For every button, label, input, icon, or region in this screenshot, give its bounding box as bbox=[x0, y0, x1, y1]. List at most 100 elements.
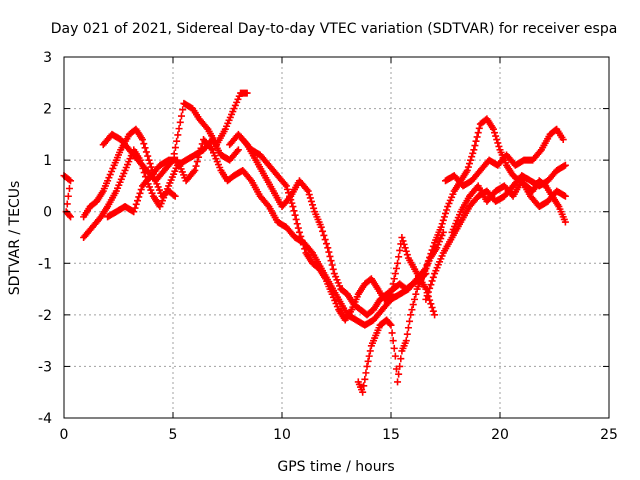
data-point bbox=[408, 306, 416, 314]
data-point bbox=[467, 156, 475, 164]
data-point bbox=[65, 185, 73, 193]
data-point bbox=[140, 140, 148, 148]
data-point bbox=[234, 146, 242, 154]
data-point bbox=[171, 192, 179, 200]
data-point bbox=[429, 273, 437, 281]
data-point bbox=[439, 216, 447, 224]
data-point bbox=[130, 208, 138, 216]
data-point bbox=[394, 378, 402, 386]
data-point bbox=[464, 163, 472, 171]
x-tick-label: 10 bbox=[273, 427, 291, 443]
data-point bbox=[494, 139, 502, 147]
data-point bbox=[388, 285, 396, 293]
data-point bbox=[404, 324, 412, 332]
y-tick-label: 0 bbox=[43, 205, 52, 221]
chart-title: Day 021 of 2021, Sidereal Day-to-day VTE… bbox=[51, 21, 618, 37]
y-axis-tick-labels: -4 -3 -2 -1 0 1 2 3 bbox=[38, 50, 52, 427]
data-point bbox=[489, 125, 497, 133]
data-point bbox=[409, 301, 417, 309]
data-point bbox=[179, 106, 187, 114]
data-point bbox=[285, 189, 293, 197]
series-trace-f bbox=[226, 130, 430, 319]
x-axis-label: GPS time / hours bbox=[277, 459, 394, 475]
data-point bbox=[177, 112, 185, 120]
data-point bbox=[389, 280, 397, 288]
data-point bbox=[286, 192, 294, 200]
data-point bbox=[319, 227, 327, 235]
data-point bbox=[491, 129, 499, 137]
data-point bbox=[191, 166, 199, 174]
data-point bbox=[138, 136, 146, 144]
y-tick-label: -1 bbox=[38, 256, 52, 272]
data-point bbox=[474, 129, 482, 137]
data-point bbox=[396, 362, 404, 370]
data-point bbox=[290, 207, 298, 215]
data-point bbox=[329, 265, 337, 273]
data-point bbox=[475, 124, 483, 132]
data-point bbox=[443, 206, 451, 214]
data-point bbox=[171, 144, 179, 152]
data-point bbox=[400, 240, 408, 248]
data-point bbox=[472, 137, 480, 145]
data-point bbox=[387, 290, 395, 298]
data-point bbox=[295, 228, 303, 236]
data-point bbox=[63, 200, 71, 208]
x-tick-label: 25 bbox=[600, 427, 618, 443]
data-point bbox=[197, 144, 205, 152]
data-point bbox=[386, 320, 394, 328]
data-point bbox=[327, 257, 335, 265]
data-point bbox=[402, 337, 410, 345]
data-point bbox=[175, 125, 183, 133]
data-point bbox=[429, 307, 437, 315]
data-point bbox=[281, 180, 289, 188]
data-point bbox=[146, 160, 154, 168]
data-point bbox=[437, 223, 445, 231]
data-point bbox=[403, 251, 411, 259]
data-point bbox=[471, 142, 479, 150]
data-point bbox=[294, 224, 302, 232]
data-point bbox=[391, 270, 399, 278]
data-point bbox=[422, 295, 430, 303]
data-point bbox=[360, 382, 368, 390]
data-point bbox=[142, 148, 150, 156]
data-point bbox=[283, 185, 291, 193]
data-point bbox=[288, 199, 296, 207]
data-point bbox=[243, 89, 251, 97]
data-point bbox=[361, 375, 369, 383]
data-point bbox=[322, 240, 330, 248]
data-point bbox=[395, 370, 403, 378]
data-point bbox=[282, 182, 290, 190]
data-point bbox=[428, 303, 436, 311]
data-point bbox=[303, 186, 311, 194]
data-point bbox=[394, 259, 402, 267]
data-point bbox=[406, 317, 414, 325]
data-point bbox=[407, 311, 415, 319]
data-point bbox=[561, 218, 569, 226]
data-point bbox=[470, 146, 478, 154]
data-point bbox=[325, 248, 333, 256]
data-point bbox=[298, 237, 306, 245]
data-point bbox=[67, 213, 75, 221]
data-point bbox=[310, 204, 318, 212]
data-point bbox=[306, 194, 314, 202]
data-point bbox=[492, 132, 500, 140]
data-point bbox=[423, 261, 431, 269]
data-point bbox=[65, 212, 73, 220]
data-point bbox=[388, 329, 396, 337]
data-point bbox=[465, 160, 473, 168]
data-point bbox=[307, 197, 315, 205]
data-point bbox=[386, 291, 394, 299]
data-point bbox=[366, 347, 374, 355]
data-point bbox=[561, 161, 569, 169]
data-point bbox=[561, 192, 569, 200]
data-point bbox=[321, 236, 329, 244]
data-point bbox=[391, 352, 399, 360]
data-point bbox=[170, 150, 178, 158]
data-point bbox=[402, 247, 410, 255]
data-point bbox=[424, 288, 432, 296]
data-point bbox=[426, 284, 434, 292]
data-point bbox=[135, 193, 143, 201]
data-point bbox=[365, 352, 373, 360]
y-tick-label: -4 bbox=[38, 411, 52, 427]
data-point bbox=[427, 300, 435, 308]
